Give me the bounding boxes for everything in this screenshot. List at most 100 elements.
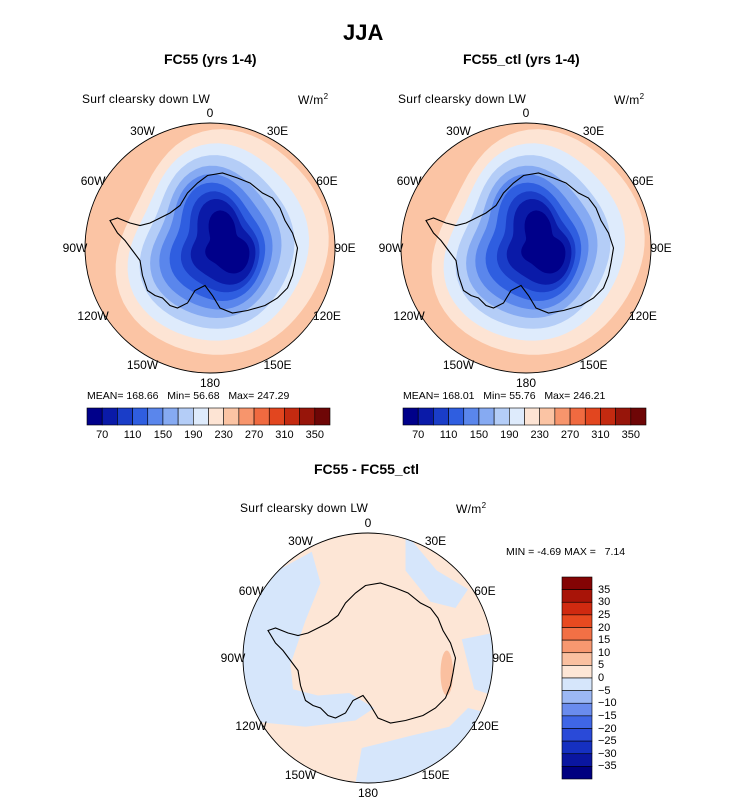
colorbar-tick-label: 20 bbox=[598, 621, 611, 634]
colorbar-swatch bbox=[630, 407, 647, 426]
colorbar-swatch bbox=[561, 601, 593, 616]
map-fill bbox=[85, 123, 335, 373]
colorbar-tick-label: 310 bbox=[591, 429, 610, 441]
colorbar-tick-label: 25 bbox=[598, 608, 611, 621]
colorbar-tick-label: 110 bbox=[439, 429, 458, 441]
units-label-diff: W/m2 bbox=[456, 501, 486, 516]
colorbar-tick-label: 35 bbox=[598, 583, 611, 596]
colorbar-swatch bbox=[509, 407, 525, 426]
map-boundary bbox=[242, 532, 494, 784]
lon-label: 180 bbox=[199, 376, 221, 390]
colorbar-swatch bbox=[162, 407, 179, 426]
colorbar-tick-label: 150 bbox=[469, 429, 489, 441]
max-value: 7.14 bbox=[604, 546, 626, 558]
lon-label: 90W bbox=[378, 241, 404, 255]
contour-band bbox=[440, 650, 453, 696]
units-base: W/m bbox=[298, 93, 324, 107]
colorbar-tick-label: 150 bbox=[153, 429, 173, 441]
min-label: Min= bbox=[483, 390, 507, 402]
colorbar-tick-label: 190 bbox=[184, 429, 203, 441]
colorbar-swatch bbox=[584, 407, 601, 426]
colorbar-swatch bbox=[208, 407, 224, 426]
variable-label-fc55: Surf clearsky down LW bbox=[82, 92, 211, 106]
lon-label: 90W bbox=[62, 241, 88, 255]
lon-label: 30E bbox=[266, 124, 289, 139]
min-value: 56.68 bbox=[193, 390, 220, 402]
colorbar-tick-label: 310 bbox=[275, 429, 294, 441]
figure-title: JJA bbox=[343, 20, 384, 45]
lon-label: 30E bbox=[424, 534, 447, 549]
lon-label: 0 bbox=[206, 106, 214, 120]
max-label: MAX = bbox=[564, 546, 596, 558]
colorbar-swatch bbox=[539, 407, 556, 426]
colorbar-swatch bbox=[493, 407, 510, 426]
colorbar-tick-label: −5 bbox=[598, 684, 611, 697]
colorbar-swatch bbox=[284, 407, 300, 426]
lon-label: 150E bbox=[579, 357, 608, 372]
colorbar-swatch bbox=[561, 652, 593, 666]
colorbar-swatch bbox=[561, 715, 593, 729]
colorbar-swatch bbox=[463, 407, 480, 426]
lon-label: 150W bbox=[126, 357, 159, 372]
colorbar-swatch bbox=[132, 407, 149, 426]
colorbar-swatch bbox=[402, 407, 419, 426]
max-value: 246.21 bbox=[573, 390, 606, 402]
colorbar-tick-label: 0 bbox=[598, 672, 605, 684]
contour-band bbox=[205, 210, 250, 274]
colorbar-swatch bbox=[253, 407, 270, 426]
colorbar-swatch bbox=[615, 407, 632, 426]
colorbar-tick-label: 70 bbox=[412, 429, 425, 441]
lon-label: 120W bbox=[77, 308, 109, 323]
colorbar-swatch bbox=[561, 665, 593, 679]
colorbar-swatch bbox=[177, 407, 194, 426]
lon-label: 60E bbox=[632, 173, 654, 188]
colorbar-tick-label: 15 bbox=[598, 634, 611, 647]
colorbar-tick-label: 110 bbox=[123, 429, 142, 441]
stats-diff: MIN = -4.69 MAX = 7.14 bbox=[506, 546, 625, 558]
colorbar-swatch bbox=[417, 407, 434, 426]
coastline bbox=[109, 172, 299, 314]
colorbar-swatch bbox=[561, 639, 593, 654]
colorbar-swatch bbox=[561, 576, 593, 590]
colorbar-swatch bbox=[223, 407, 240, 426]
lon-label: 180 bbox=[357, 786, 379, 800]
lon-label: 60W bbox=[80, 173, 106, 188]
lon-label: 150W bbox=[284, 767, 317, 782]
colorbar-swatch bbox=[569, 407, 586, 426]
max-label: Max= bbox=[228, 390, 255, 402]
lon-label: 30W bbox=[130, 124, 155, 139]
colorbar-swatch bbox=[147, 407, 164, 426]
colorbar-swatch bbox=[561, 614, 593, 628]
colorbar-swatch bbox=[86, 407, 103, 426]
mean-value: 168.01 bbox=[442, 390, 475, 402]
variable-label-fc55-ctl: Surf clearsky down LW bbox=[398, 92, 527, 106]
colorbar-tick-label: −10 bbox=[598, 697, 617, 710]
map-fill bbox=[401, 123, 651, 373]
colorbar-swatch bbox=[299, 407, 316, 426]
lon-label: 30W bbox=[446, 124, 471, 139]
min-value: 55.76 bbox=[509, 390, 536, 402]
colorbar-tick-label: 70 bbox=[96, 429, 109, 441]
colorbar-tick-label: 270 bbox=[560, 429, 580, 441]
coastline bbox=[425, 172, 615, 314]
panel-title-diff: FC55 - FC55_ctl bbox=[314, 461, 420, 477]
colorbar-swatch bbox=[314, 407, 331, 426]
lon-label: 60W bbox=[396, 173, 422, 188]
lon-label: 120E bbox=[628, 308, 657, 323]
colorbar-tick-label: 10 bbox=[598, 646, 611, 659]
lon-label: 120W bbox=[393, 308, 425, 323]
colorbar-tick-label: 30 bbox=[598, 596, 611, 609]
min-label: MIN = bbox=[506, 546, 535, 558]
lon-label: 120W bbox=[235, 718, 267, 733]
lon-label: 120E bbox=[312, 308, 341, 323]
lon-label: 150W bbox=[442, 357, 475, 372]
units-label-fc55-ctl: W/m2 bbox=[614, 92, 644, 107]
colorbar-tick-label: −35 bbox=[598, 760, 617, 773]
colorbar-swatch bbox=[193, 407, 209, 426]
colorbar-swatch bbox=[561, 690, 593, 704]
colorbar-tick-label: 350 bbox=[305, 429, 324, 441]
mean-label: MEAN= bbox=[403, 390, 440, 402]
stats-fc55: MEAN= 168.66 Min= 56.68 Max= 247.29 bbox=[87, 390, 289, 402]
mean-label: MEAN= bbox=[87, 390, 124, 402]
mean-value: 168.66 bbox=[126, 390, 159, 402]
